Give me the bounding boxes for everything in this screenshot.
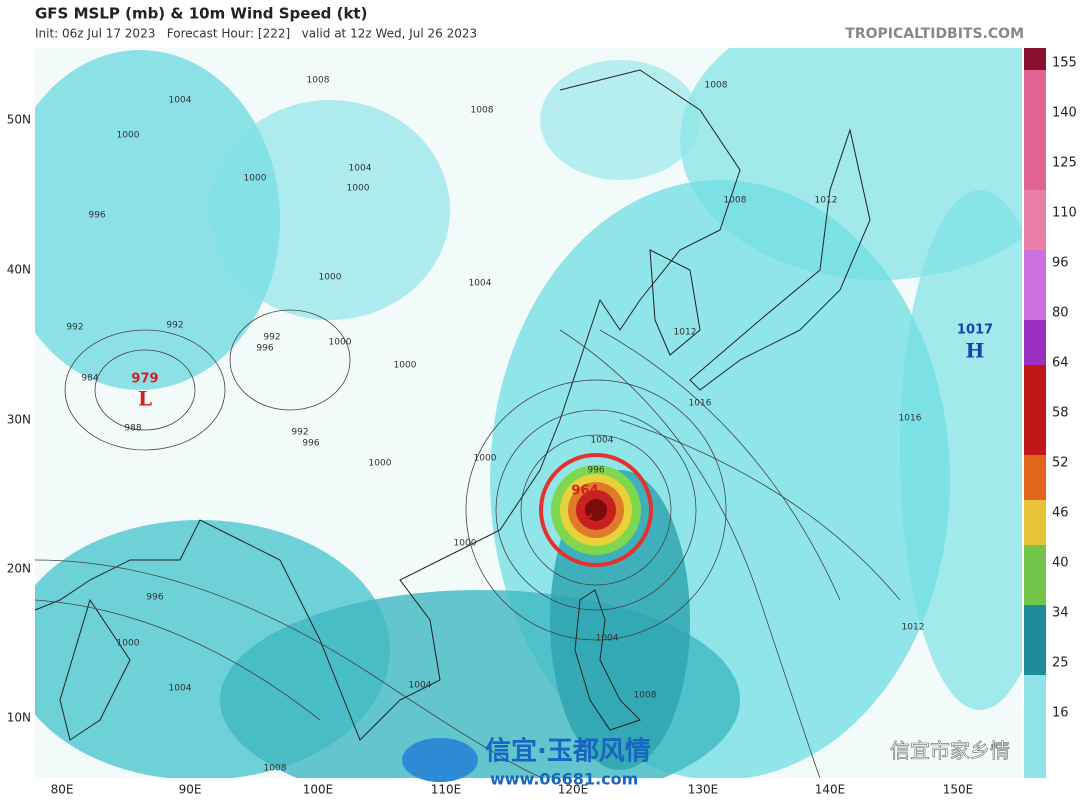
- colorbar-label: 110: [1052, 206, 1077, 221]
- lon-label: 80E: [51, 783, 74, 797]
- contour-label: 996: [146, 593, 163, 603]
- system-pressure: 964: [571, 484, 598, 499]
- contour-label: 1008: [705, 81, 728, 91]
- lat-label: 10N: [7, 711, 31, 725]
- lat-label: 30N: [7, 413, 31, 427]
- contour-label: 1008: [264, 764, 287, 774]
- colorbar-label: 140: [1052, 106, 1077, 121]
- lat-label: 40N: [7, 263, 31, 277]
- contour-label: 1008: [471, 106, 494, 116]
- system-symbol: L: [138, 387, 152, 411]
- contour-label: 984: [81, 374, 98, 384]
- colorbar-label: 96: [1052, 256, 1069, 271]
- colorbar-label: 40: [1052, 556, 1069, 571]
- contour-label: 1004: [169, 684, 192, 694]
- contour-label: 992: [66, 323, 83, 333]
- contour-label: 988: [124, 424, 141, 434]
- contour-label: 1000: [347, 184, 370, 194]
- contour-label: 1012: [674, 328, 697, 338]
- colorbar-label: 52: [1052, 456, 1069, 471]
- system-symbol: L: [578, 499, 592, 523]
- contour-label: 1000: [117, 131, 140, 141]
- contour-label: 1000: [474, 454, 497, 464]
- watermark-brand: 信宜·玉都风情: [485, 736, 651, 767]
- colorbar-label: 155: [1052, 56, 1077, 71]
- contour-label: 1016: [689, 399, 712, 409]
- contour-label: 1000: [329, 338, 352, 348]
- watermark-url: www.06681.com: [490, 770, 638, 789]
- system-symbol: H: [966, 339, 985, 363]
- colorbar: [1024, 48, 1046, 778]
- lon-label: 140E: [815, 783, 846, 797]
- contour-label: 1004: [409, 681, 432, 691]
- colorbar-label: 25: [1052, 656, 1069, 671]
- contour-label: 1016: [899, 414, 922, 424]
- source: TROPICALTIDBITS.COM: [845, 26, 1024, 42]
- contour-label: 996: [587, 466, 604, 476]
- contour-label: 1004: [591, 436, 614, 446]
- colorbar-label: 80: [1052, 306, 1069, 321]
- colorbar-label: 34: [1052, 606, 1069, 621]
- subtitle: Init: 06z Jul 17 2023 Forecast Hour: [22…: [35, 27, 477, 41]
- contour-label: 996: [88, 211, 105, 221]
- lat-label: 50N: [7, 113, 31, 127]
- contour-label: 996: [256, 344, 273, 354]
- contour-label: 992: [166, 321, 183, 331]
- contour-label: 1000: [454, 539, 477, 549]
- contour-label: 1000: [117, 639, 140, 649]
- title: GFS MSLP (mb) & 10m Wind Speed (kt): [35, 5, 367, 23]
- lon-label: 130E: [688, 783, 719, 797]
- contour-label: 1008: [307, 76, 330, 86]
- lat-label: 20N: [7, 562, 31, 576]
- contour-label: 1000: [319, 273, 342, 283]
- contour-label: 1008: [724, 196, 747, 206]
- contour-label: 1012: [902, 623, 925, 633]
- contour-label: 1008: [634, 691, 657, 701]
- colorbar-label: 16: [1052, 706, 1069, 721]
- colorbar-label: 64: [1052, 356, 1069, 371]
- contour-label: 996: [302, 439, 319, 449]
- contour-label: 1000: [244, 174, 267, 184]
- contour-label: 1004: [596, 634, 619, 644]
- lon-label: 90E: [179, 783, 202, 797]
- contour-label: 1012: [815, 196, 838, 206]
- system-pressure: 1017: [957, 323, 993, 338]
- lon-label: 120E: [558, 783, 589, 797]
- contour-label: 1000: [394, 361, 417, 371]
- colorbar-label: 46: [1052, 506, 1069, 521]
- contour-label: 992: [291, 428, 308, 438]
- colorbar-label: 125: [1052, 156, 1077, 171]
- lon-label: 100E: [303, 783, 334, 797]
- watermark-account: 信宜市家乡情: [890, 739, 1010, 763]
- contour-label: 1004: [169, 96, 192, 106]
- lon-label: 150E: [943, 783, 974, 797]
- contour-label: 1004: [349, 164, 372, 174]
- lon-label: 110E: [431, 783, 462, 797]
- contour-label: 992: [263, 333, 280, 343]
- watermark: 信宜·玉都风情 www.06681.com 信宜市家乡情: [402, 736, 1010, 789]
- contour-label: 1000: [369, 459, 392, 469]
- contour-label: 1004: [469, 279, 492, 289]
- system-pressure: 979: [131, 372, 158, 387]
- colorbar-label: 58: [1052, 406, 1069, 421]
